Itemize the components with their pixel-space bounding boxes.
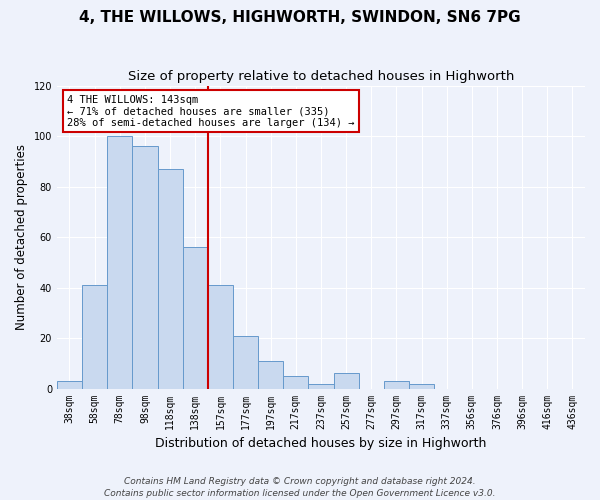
Bar bbox=[158, 169, 182, 388]
Bar bbox=[182, 247, 208, 388]
Bar bbox=[283, 376, 308, 388]
Text: Contains HM Land Registry data © Crown copyright and database right 2024.
Contai: Contains HM Land Registry data © Crown c… bbox=[104, 476, 496, 498]
Text: 4, THE WILLOWS, HIGHWORTH, SWINDON, SN6 7PG: 4, THE WILLOWS, HIGHWORTH, SWINDON, SN6 … bbox=[79, 10, 521, 25]
Bar bbox=[258, 361, 283, 388]
Bar bbox=[384, 381, 409, 388]
Bar bbox=[334, 374, 359, 388]
Text: 4 THE WILLOWS: 143sqm
← 71% of detached houses are smaller (335)
28% of semi-det: 4 THE WILLOWS: 143sqm ← 71% of detached … bbox=[67, 94, 355, 128]
Bar bbox=[409, 384, 434, 388]
Bar bbox=[233, 336, 258, 388]
Y-axis label: Number of detached properties: Number of detached properties bbox=[15, 144, 28, 330]
Title: Size of property relative to detached houses in Highworth: Size of property relative to detached ho… bbox=[128, 70, 514, 83]
Bar bbox=[107, 136, 133, 388]
X-axis label: Distribution of detached houses by size in Highworth: Distribution of detached houses by size … bbox=[155, 437, 487, 450]
Bar bbox=[208, 285, 233, 389]
Bar bbox=[308, 384, 334, 388]
Bar bbox=[82, 285, 107, 389]
Bar bbox=[57, 381, 82, 388]
Bar bbox=[133, 146, 158, 388]
